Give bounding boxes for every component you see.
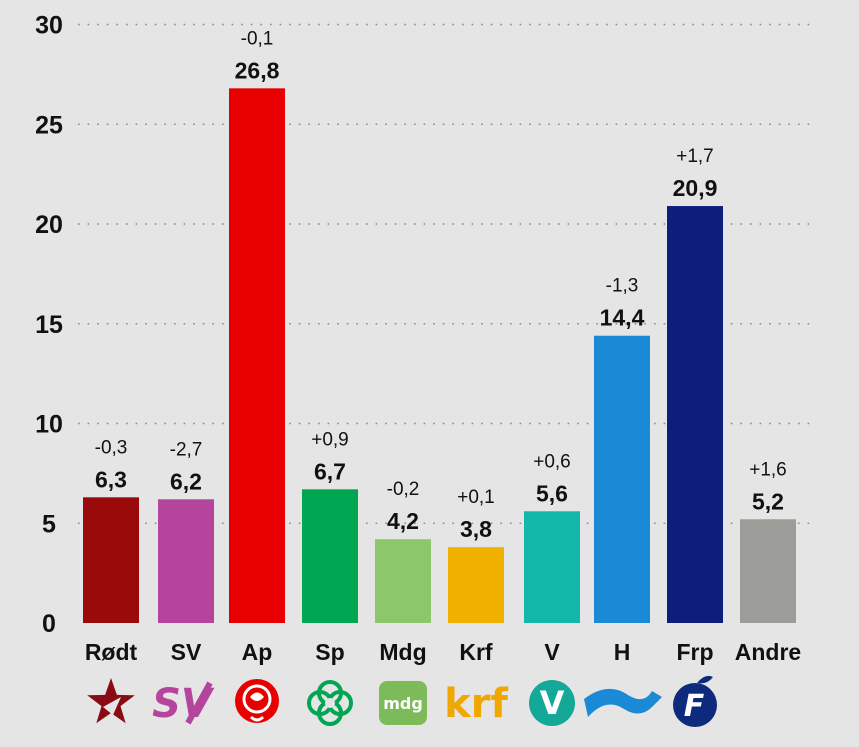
y-tick-label: 10: [35, 411, 63, 439]
y-tick-label: 15: [35, 311, 63, 339]
x-tick-label: SV: [171, 639, 202, 665]
data-label: 5,6: [536, 480, 568, 506]
change-label: -0,2: [387, 479, 420, 500]
bar-group: 6,7 +0,9 Sp: [302, 429, 358, 665]
bar: [448, 547, 504, 623]
data-label: 3,8: [460, 516, 492, 542]
svg-text:V: V: [540, 684, 565, 722]
bar-group: 6,3 -0,3 Rødt: [83, 437, 139, 665]
change-label: -0,1: [241, 28, 274, 49]
star-icon: [87, 678, 135, 724]
x-tick-label: Krf: [459, 639, 493, 665]
change-label: -0,3: [95, 437, 128, 458]
wave-flag-icon: [584, 688, 662, 717]
data-label: 26,8: [235, 57, 280, 83]
data-label: 6,2: [170, 468, 202, 494]
bar: [524, 511, 580, 623]
mdg-logo-icon: mdg: [379, 681, 427, 725]
svg-text:mdg: mdg: [383, 694, 423, 713]
bar: [667, 206, 723, 624]
bar-group: 3,8 +0,1 Krf: [448, 487, 504, 665]
y-tick-label: 25: [35, 111, 63, 139]
bar-group: 20,9 +1,7 Frp: [667, 146, 723, 665]
svg-text:F: F: [684, 689, 705, 724]
data-label: 20,9: [673, 175, 718, 201]
bar-group: 4,2 -0,2 Mdg: [375, 479, 431, 665]
y-tick-label: 5: [42, 510, 56, 538]
data-label: 6,7: [314, 458, 346, 484]
data-label: 4,2: [387, 508, 419, 534]
bar: [302, 489, 358, 623]
x-tick-label: H: [614, 639, 631, 665]
change-label: -1,3: [606, 276, 639, 297]
bar-group: 26,8 -0,1 Ap: [229, 28, 285, 665]
y-tick-label: 0: [42, 610, 56, 638]
change-label: +1,7: [676, 146, 714, 167]
clover-icon: [307, 680, 353, 726]
krf-logo-icon: krf: [444, 681, 508, 727]
change-label: +0,1: [457, 487, 495, 508]
y-tick-label: 20: [35, 211, 63, 239]
bar-group: 5,6 +0,6 V: [524, 451, 580, 665]
x-tick-label: Andre: [735, 639, 801, 665]
bar-group: 14,4 -1,3 H: [594, 276, 650, 665]
frp-logo-icon: F: [673, 675, 717, 727]
rose-icon: [235, 679, 279, 723]
bar: [594, 335, 650, 623]
data-label: 5,2: [752, 488, 784, 514]
x-tick-label: Sp: [315, 639, 344, 665]
x-tick-label: Frp: [676, 639, 713, 665]
x-tick-label: Mdg: [379, 639, 426, 665]
bar: [158, 499, 214, 623]
svg-text:krf: krf: [444, 681, 508, 727]
data-label: 14,4: [600, 305, 645, 331]
bar: [375, 539, 431, 623]
change-label: +1,6: [749, 459, 787, 480]
x-tick-label: V: [544, 639, 560, 665]
change-label: +0,9: [311, 429, 349, 450]
bar: [229, 88, 285, 624]
party-logos: SV mdg krf V F: [87, 675, 717, 727]
y-axis: 0 5 10 15 20 25 30: [35, 12, 63, 639]
bar-group: 6,2 -2,7 SV: [158, 439, 214, 665]
x-tick-label: Ap: [242, 639, 273, 665]
bar: [740, 519, 796, 623]
bar: [83, 497, 139, 623]
change-label: +0,6: [533, 451, 571, 472]
bar-group: 5,2 +1,6 Andre: [735, 459, 801, 665]
y-tick-label: 30: [35, 12, 63, 40]
change-label: -2,7: [170, 439, 203, 460]
v-logo-icon: V: [529, 680, 575, 726]
x-tick-label: Rødt: [85, 639, 138, 665]
data-label: 6,3: [95, 466, 127, 492]
sv-logo-icon: SV: [152, 681, 215, 727]
